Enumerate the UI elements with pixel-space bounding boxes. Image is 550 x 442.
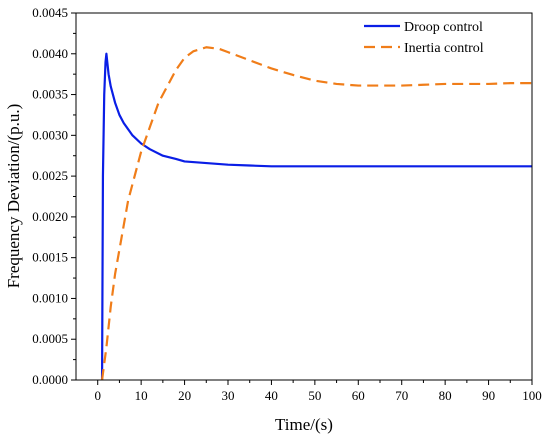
y-tick-label: 0.0000 (32, 372, 68, 387)
x-tick-label: 0 (94, 388, 101, 403)
series-line-inertia-control (100, 46, 532, 381)
x-tick-label: 80 (439, 388, 452, 403)
legend: Droop control Inertia control (364, 20, 484, 56)
x-tick-label: 60 (352, 388, 365, 403)
legend-label-inertia: Inertia control (404, 41, 484, 56)
legend-label-droop: Droop control (404, 20, 483, 35)
y-tick-label: 0.0045 (32, 5, 68, 20)
y-tick-label: 0.0040 (32, 46, 68, 61)
series-line-droop-control (100, 52, 532, 381)
x-tick-label: 70 (395, 388, 408, 403)
x-tick-label: 20 (178, 388, 191, 403)
x-axis-title: Time/(s) (275, 415, 333, 434)
x-tick-label: 90 (482, 388, 495, 403)
x-tick-label: 10 (135, 388, 148, 403)
ticks-layer: 0 10 20 30 40 50 60 70 80 90 100 0.0000 0.0005 0.0010… (32, 5, 542, 403)
y-tick-label: 0.0025 (32, 168, 68, 183)
y-tick-label: 0.0005 (32, 331, 68, 346)
y-tick-label: 0.0035 (32, 87, 68, 102)
y-tick-label: 0.0010 (32, 290, 68, 305)
x-tick-label: 50 (308, 388, 321, 403)
plot-layer (100, 46, 532, 381)
plot-frame (75, 12, 533, 381)
x-tick-label: 40 (265, 388, 278, 403)
y-tick-label: 0.0030 (32, 127, 68, 142)
y-tick-label: 0.0015 (32, 250, 68, 265)
y-axis-title: Frequency Deviation/(p.u.) (4, 104, 23, 289)
y-tick-label: 0.0020 (32, 209, 68, 224)
x-tick-label: 30 (222, 388, 235, 403)
x-tick-label: 100 (522, 388, 542, 403)
